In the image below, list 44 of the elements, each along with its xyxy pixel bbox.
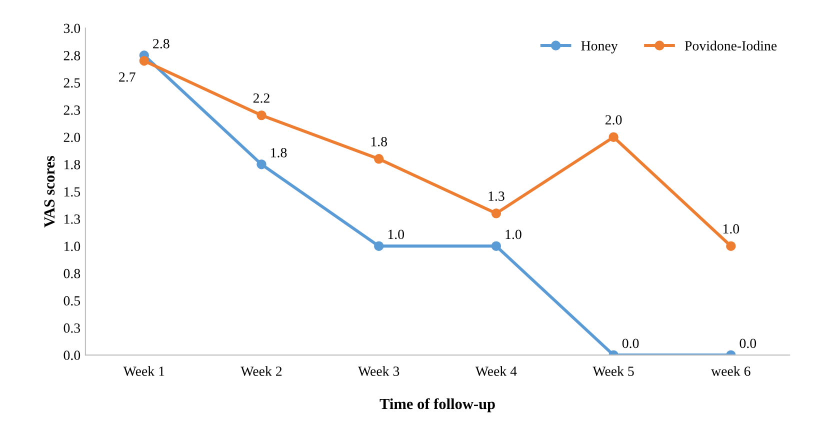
y-tick-label: 3.0 [64, 24, 80, 34]
data-label: 1.0 [506, 230, 522, 240]
y-tick-label: 0.3 [64, 323, 80, 333]
data-label: 1.0 [723, 224, 740, 234]
point [374, 241, 384, 251]
data-label: 1.8 [271, 148, 287, 158]
data-label: 0.0 [740, 338, 756, 348]
y-tick-label: 1.5 [64, 187, 80, 197]
x-tick-label: Week 3 [358, 366, 400, 376]
x-tick-label: Week 1 [123, 366, 164, 376]
y-tick-label: 2.8 [64, 50, 80, 60]
point [374, 154, 384, 164]
x-tick-label: week 6 [711, 366, 750, 376]
point [256, 160, 266, 170]
data-label: 0.0 [622, 338, 639, 348]
data-label: 1.8 [371, 136, 387, 146]
y-tick-label: 1.3 [64, 214, 80, 224]
point [491, 241, 502, 251]
y-tick-label: 0.5 [64, 296, 80, 306]
data-label: 2.2 [253, 93, 270, 103]
point [256, 110, 266, 120]
data-label: 2.7 [119, 72, 136, 82]
y-tick-label: 0.8 [64, 268, 80, 278]
data-label: 1.0 [388, 230, 404, 240]
y-tick-label: 0.0 [64, 350, 80, 360]
y-tick-label: 2.0 [64, 132, 80, 142]
point [726, 241, 736, 251]
y-tick-label: 2.5 [64, 78, 80, 88]
data-label: 2.0 [605, 115, 622, 125]
y-tick-label: 1.8 [64, 160, 80, 170]
data-label: 1.3 [488, 192, 504, 201]
point [491, 208, 502, 218]
data-label: 2.8 [153, 39, 170, 48]
legend-label: Povidone-Iodine [684, 40, 777, 51]
legend-label: Honey [581, 41, 618, 54]
point [139, 56, 150, 66]
x-tick-label: Week 4 [475, 366, 517, 376]
y-axis-title: VAS scores [44, 156, 55, 228]
y-tick-label: 1.0 [64, 242, 80, 252]
x-tick-label: Week 2 [240, 366, 282, 376]
point [608, 132, 618, 142]
x-axis-title: Time of follow-up [380, 398, 495, 412]
y-tick-label: 2.3 [64, 105, 80, 115]
x-tick-label: Week 5 [592, 366, 634, 376]
